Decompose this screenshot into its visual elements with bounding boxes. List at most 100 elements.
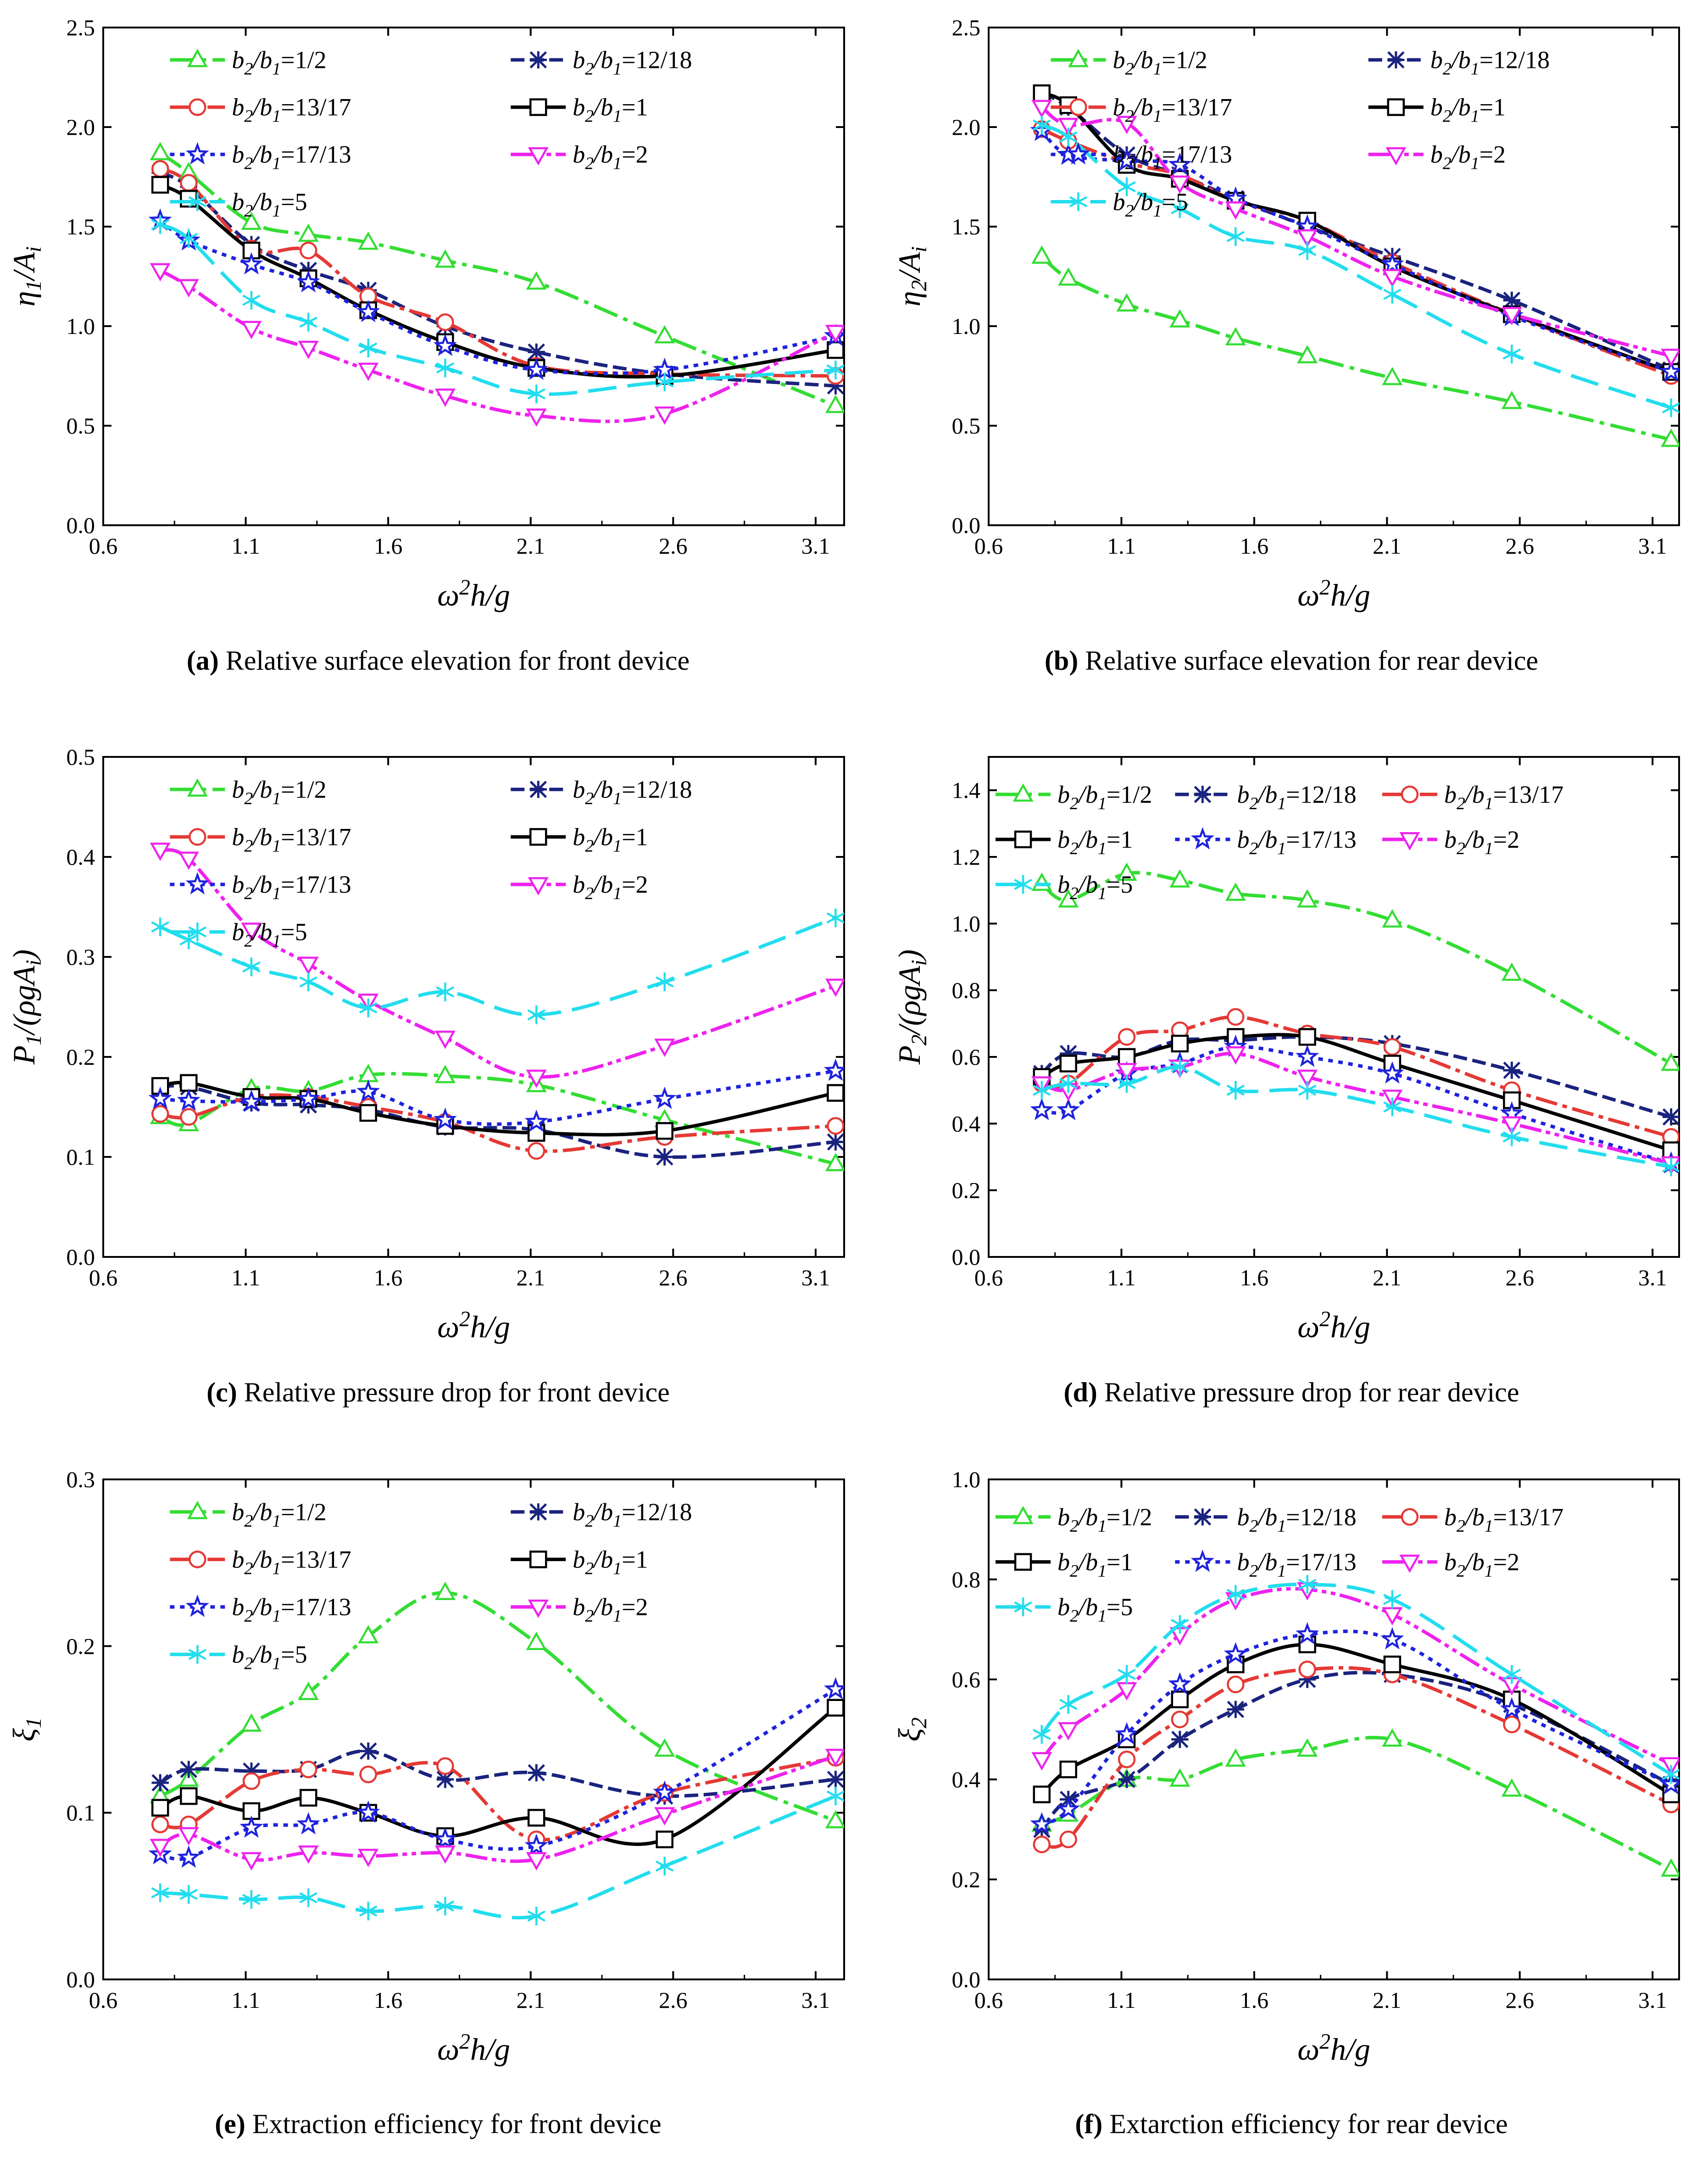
data-point: [656, 1830, 673, 1849]
data-point: [1380, 252, 1404, 275]
data-point: [1383, 1038, 1402, 1056]
legend-label: b2/b1=12/18: [573, 1498, 692, 1531]
x-tick-label: 1.1: [231, 533, 260, 559]
data-point: [827, 1084, 844, 1102]
data-point: [1059, 1695, 1078, 1714]
series-b2/b1=1: [1033, 84, 1679, 381]
series-line: [160, 848, 836, 1079]
data-point: [1059, 1045, 1077, 1062]
data-point: [299, 312, 317, 332]
x-tick-label: 1.6: [374, 1265, 403, 1290]
y-tick-label: 0.4: [67, 844, 95, 870]
data-point: [150, 842, 171, 861]
y-axis-label: η1/Ai: [6, 246, 46, 306]
data-point: [526, 1852, 547, 1871]
data-point: [299, 1760, 317, 1779]
data-point: [1659, 359, 1679, 382]
data-point: [1169, 309, 1191, 328]
data-point: [299, 1789, 317, 1807]
y-tick-label: 0.3: [67, 944, 95, 970]
data-point: [1502, 1128, 1521, 1146]
x-tick-label: 3.1: [1638, 533, 1667, 559]
legend: b2/b1=1/2 b2/b1=12/18 b2/b1=13/17 b2/b1=1 b2…: [1051, 46, 1550, 221]
legend-label: b2/b1=12/18: [1430, 46, 1550, 79]
legend-marker: [188, 192, 207, 211]
legend-label: b2/b1=2: [573, 871, 648, 903]
data-point: [1383, 1656, 1402, 1673]
legend-marker: [1194, 786, 1212, 803]
data-point: [1501, 307, 1522, 326]
series-b2/b1=5: [1033, 1057, 1679, 1177]
x-tick-label: 0.6: [89, 533, 118, 559]
series-line: [1040, 1582, 1672, 1776]
legend-marker: [1014, 875, 1032, 894]
data-point: [1503, 291, 1521, 309]
data-point: [526, 271, 547, 290]
data-point: [1225, 201, 1246, 220]
y-tick-label: 2.5: [67, 15, 95, 40]
legend-label: b2/b1=2: [1444, 826, 1519, 858]
data-point: [1057, 1797, 1080, 1820]
legend-label: b2/b1=1: [1057, 826, 1133, 858]
plot-frame: [102, 27, 845, 526]
data-point: [298, 223, 319, 242]
series-b2/b1=2: [1031, 1046, 1679, 1175]
data-point: [1297, 1069, 1318, 1088]
x-tick-label: 3.1: [801, 1987, 830, 2013]
data-point: [242, 957, 261, 977]
data-point: [177, 1845, 200, 1868]
x-tick-label: 2.1: [516, 533, 545, 559]
series-line: [1040, 129, 1672, 374]
legend-label: b2/b1=17/13: [232, 871, 351, 903]
series-line: [160, 1756, 836, 1842]
legend-marker: [185, 142, 210, 165]
data-point: [1382, 367, 1403, 385]
data-point: [655, 973, 674, 991]
legend-label: b2/b1=1: [573, 823, 648, 856]
series-line: [1040, 255, 1672, 442]
x-axis-label: ω2h/g: [437, 576, 510, 612]
y-tick-label: 0.6: [952, 1667, 981, 1692]
data-point: [654, 1738, 675, 1757]
data-point: [1383, 1590, 1402, 1609]
data-point: [1169, 1768, 1191, 1787]
y-tick-label: 0.4: [952, 1111, 981, 1136]
legend-label: b2/b1=2: [573, 1593, 648, 1626]
data-point: [1661, 1858, 1679, 1877]
data-point: [359, 1765, 377, 1784]
legend-label: b2/b1=13/17: [1113, 94, 1232, 126]
y-tick-label: 0.4: [952, 1767, 981, 1792]
data-point: [1662, 1108, 1679, 1126]
data-point: [436, 313, 454, 331]
y-axis-label: P1/(ρgAi): [6, 950, 46, 1065]
y-tick-label: 0.1: [67, 1144, 95, 1170]
series-line: [159, 269, 837, 423]
data-point: [151, 1774, 169, 1792]
x-tick-label: 1.6: [1240, 1987, 1269, 2013]
data-point: [1298, 1081, 1317, 1100]
data-point: [1116, 293, 1137, 312]
x-tick-label: 1.6: [374, 1987, 403, 2013]
legend-marker: [1068, 49, 1089, 67]
series-line: [159, 1749, 836, 1798]
data-point: [654, 325, 675, 344]
y-tick-label: 0.5: [67, 744, 95, 770]
data-point: [1501, 390, 1522, 409]
data-point: [1503, 1715, 1521, 1734]
data-point: [299, 1888, 317, 1907]
chart-panel-f: 0.6 1.1 1.6 2.1 2.6 3.1 0.0 0.2 0.4 0.6 0.8 1.0 ω2h/…: [892, 1467, 1680, 2139]
data-point: [826, 908, 844, 928]
series-line: [1040, 1629, 1672, 1826]
plot-frame: [102, 756, 845, 1258]
data-point: [433, 1827, 457, 1850]
data-point: [823, 1677, 844, 1700]
data-point: [180, 1761, 198, 1778]
data-point: [526, 1631, 547, 1650]
legend-label: b2/b1=13/17: [232, 94, 351, 126]
data-point: [178, 279, 199, 298]
data-point: [1382, 909, 1403, 928]
data-point: [1116, 1063, 1137, 1082]
data-point: [1296, 1045, 1319, 1067]
data-point: [656, 1148, 673, 1166]
y-tick-label: 1.5: [67, 214, 95, 239]
